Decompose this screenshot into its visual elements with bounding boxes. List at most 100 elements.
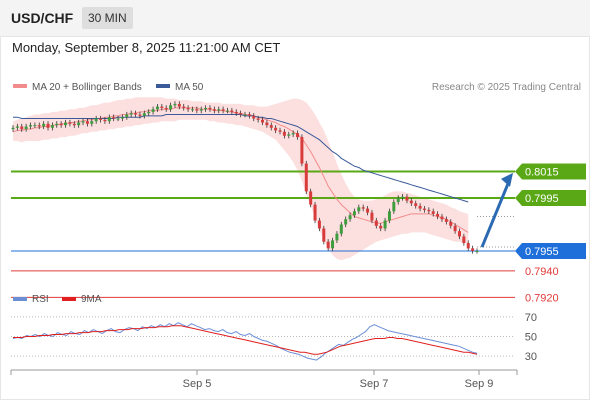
candle-body bbox=[261, 119, 265, 123]
candle-body bbox=[177, 103, 181, 107]
candle-body bbox=[265, 122, 269, 126]
candle-body bbox=[243, 114, 247, 116]
candle-body bbox=[24, 126, 28, 130]
candle-body bbox=[221, 109, 225, 111]
candle-body bbox=[401, 196, 405, 198]
candle-body bbox=[392, 201, 396, 212]
candle-body bbox=[94, 118, 98, 122]
candle-body bbox=[33, 125, 37, 127]
candle-body bbox=[204, 107, 208, 110]
candle-body bbox=[212, 109, 216, 111]
candle-body bbox=[169, 105, 173, 110]
candle-body bbox=[431, 211, 435, 214]
candle-body bbox=[134, 113, 138, 115]
level-tag-0.7955 bbox=[515, 242, 586, 259]
candle-body bbox=[291, 133, 295, 135]
level-labels: 0.8015 0.7995 0.7955 0.7940 0.7920 bbox=[515, 163, 586, 304]
candle-body bbox=[37, 125, 41, 127]
candle-body bbox=[103, 119, 107, 122]
bollinger-bands bbox=[13, 97, 469, 261]
candle-body bbox=[322, 228, 326, 242]
candle-body bbox=[116, 118, 120, 120]
candle-body bbox=[85, 121, 89, 124]
candle-body bbox=[151, 109, 155, 112]
candle-body bbox=[256, 118, 260, 120]
candle-body bbox=[46, 123, 50, 128]
candlesticks bbox=[11, 101, 479, 254]
candle-body bbox=[462, 236, 466, 244]
forecast-arrow bbox=[477, 172, 515, 248]
candle-body bbox=[475, 250, 479, 252]
level-text-0.7920: 0.7920 bbox=[525, 292, 559, 304]
rsi-tick-30: 30 bbox=[525, 351, 537, 363]
level-text-0.7995: 0.7995 bbox=[525, 193, 559, 205]
candle-body bbox=[234, 111, 238, 114]
candle-body bbox=[379, 225, 383, 229]
candle-body bbox=[449, 221, 453, 226]
candle-body bbox=[112, 117, 116, 119]
candle-body bbox=[138, 114, 142, 116]
level-tag-0.7995 bbox=[515, 190, 586, 206]
candle-body bbox=[418, 205, 422, 209]
time-tick-label-1: Sep 7 bbox=[360, 378, 389, 390]
candle-body bbox=[208, 107, 212, 110]
candle-body bbox=[287, 134, 291, 136]
candle-body bbox=[405, 196, 409, 201]
candle-body bbox=[199, 109, 203, 111]
candle-body bbox=[414, 203, 418, 206]
candle-body bbox=[348, 215, 352, 220]
timeframe-badge[interactable]: 30 MIN bbox=[82, 7, 133, 29]
candle-body bbox=[81, 121, 85, 123]
candle-body bbox=[129, 113, 133, 115]
candle-body bbox=[296, 133, 300, 138]
candle-body bbox=[457, 231, 461, 237]
candle-body bbox=[471, 248, 475, 251]
candle-body bbox=[387, 211, 391, 221]
candle-body bbox=[107, 117, 111, 122]
level-text-0.7955: 0.7955 bbox=[525, 246, 559, 258]
candle-body bbox=[335, 233, 339, 241]
candle-body bbox=[164, 107, 168, 110]
level-text-0.7940: 0.7940 bbox=[525, 266, 559, 278]
candle-body bbox=[99, 118, 103, 120]
candle-body bbox=[440, 216, 444, 220]
candle-body bbox=[147, 111, 151, 114]
candle-body bbox=[366, 208, 370, 213]
time-axis-ticks: Sep 5 Sep 7 Sep 9 bbox=[10, 370, 518, 390]
candle-body bbox=[77, 122, 81, 126]
candle-body bbox=[142, 113, 146, 116]
candle-body bbox=[436, 213, 440, 217]
candle-body bbox=[59, 123, 63, 126]
candle-body bbox=[269, 125, 273, 128]
candle-body bbox=[50, 125, 54, 128]
candle-body bbox=[427, 209, 431, 212]
level-text-0.8015: 0.8015 bbox=[525, 167, 559, 179]
level-tag-0.8015 bbox=[515, 163, 586, 180]
candle-body bbox=[42, 123, 46, 127]
candle-body bbox=[282, 131, 286, 136]
candle-body bbox=[331, 240, 335, 249]
candle-body bbox=[125, 114, 129, 118]
candle-body bbox=[274, 127, 278, 131]
candle-body bbox=[466, 243, 470, 249]
candle-body bbox=[11, 127, 15, 130]
candle-body bbox=[247, 114, 251, 116]
candle-body bbox=[72, 123, 76, 126]
candle-body bbox=[182, 106, 186, 108]
candle-body bbox=[370, 212, 374, 221]
time-tick-label-2: Sep 9 bbox=[465, 378, 494, 390]
key-levels bbox=[11, 170, 515, 298]
candle-body bbox=[190, 109, 194, 111]
candle-body bbox=[357, 207, 361, 212]
forecast-arrow-shaft bbox=[480, 178, 512, 248]
candle-body bbox=[55, 123, 59, 126]
symbol-title: USD/CHF bbox=[11, 10, 74, 26]
candle-body bbox=[20, 126, 24, 130]
legend-rsi-ma-label: 9MA bbox=[81, 294, 102, 305]
legend-rsi-label: RSI bbox=[32, 294, 49, 305]
candle-body bbox=[409, 200, 413, 204]
chart-datetime: Monday, September 8, 2025 11:21:00 AM CE… bbox=[12, 40, 281, 55]
legend-rsi-swatch bbox=[13, 297, 27, 301]
rsi-panel: 70 50 30 bbox=[11, 312, 537, 363]
